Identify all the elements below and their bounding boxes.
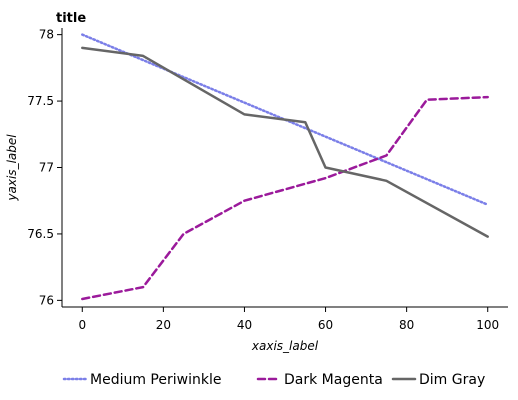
x-tick-label: 20 — [156, 318, 171, 332]
x-tick-label: 0 — [78, 318, 86, 332]
x-tick-label: 40 — [237, 318, 252, 332]
legend-label: Medium Periwinkle — [90, 372, 221, 388]
legend-label: Dark Magenta — [284, 372, 383, 388]
legend: Medium Periwinkle Dark Magenta Dim Gray — [62, 372, 485, 388]
series-line-dim-gray — [81, 46, 489, 238]
x-axis-title: xaxis_label — [251, 339, 319, 353]
y-tick-label: 76.5 — [27, 227, 54, 241]
x-axis-ticks: 0 20 40 60 80 100 — [78, 307, 499, 332]
y-tick-label: 77.5 — [27, 94, 54, 108]
x-tick-label: 80 — [399, 318, 414, 332]
x-tick-label: 60 — [318, 318, 333, 332]
y-axis-ticks: 76 76.5 77 77.5 78 — [27, 28, 62, 307]
y-tick-label: 77 — [39, 161, 54, 175]
y-tick-label: 76 — [39, 293, 54, 307]
series-line-dark-magenta — [81, 95, 489, 301]
y-axis-title: yaxis_label — [5, 134, 19, 202]
chart-title: title — [56, 11, 86, 26]
series-lines — [81, 33, 489, 301]
legend-label: Dim Gray — [419, 372, 485, 388]
x-tick-label: 100 — [476, 318, 499, 332]
y-tick-label: 78 — [39, 28, 54, 42]
